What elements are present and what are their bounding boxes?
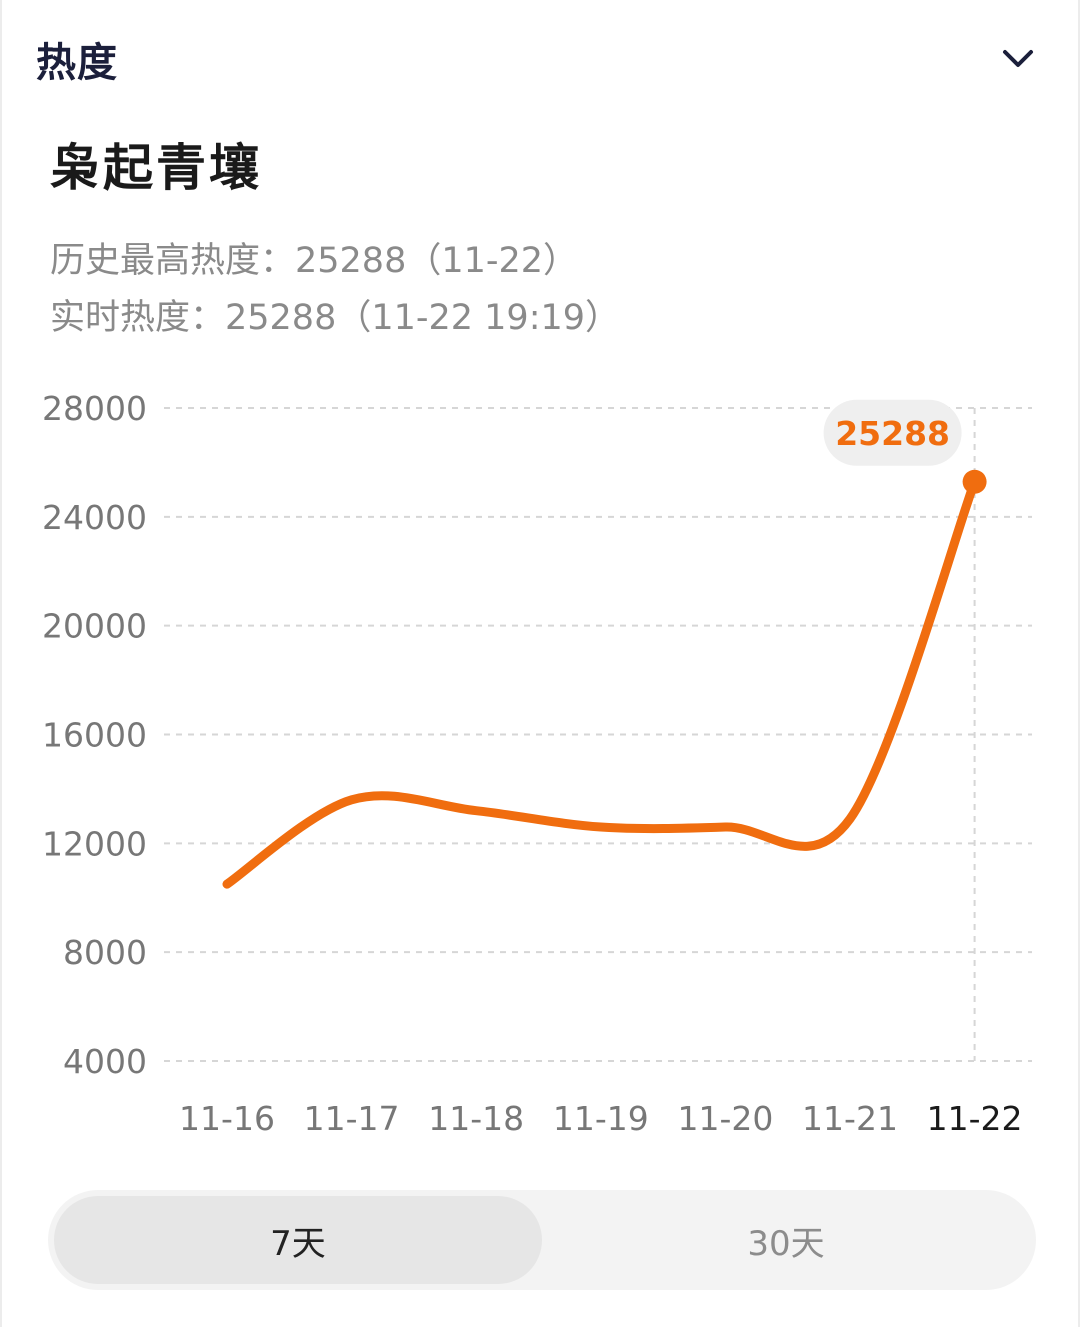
y-tick-label: 16000 <box>42 716 147 755</box>
x-tick-label: 11-22 <box>927 1099 1023 1138</box>
y-tick-label: 28000 <box>42 389 147 428</box>
tab-30-days[interactable]: 30天 <box>747 1223 825 1264</box>
realtime-heat: 实时热度：25288（11-22 19:19） <box>50 298 621 338</box>
series-line <box>222 477 980 889</box>
x-tick-label: 11-19 <box>553 1099 649 1138</box>
x-tick-label: 11-17 <box>304 1099 400 1138</box>
topic-title: 枭起青壤 <box>50 139 262 197</box>
collapse-button[interactable] <box>998 38 1038 78</box>
value-tooltip <box>823 399 962 466</box>
y-tick-label: 20000 <box>42 607 147 646</box>
y-tick-label: 12000 <box>42 824 147 863</box>
y-tick-label: 8000 <box>63 933 147 972</box>
chevron-down-icon <box>1003 50 1033 67</box>
history-max-heat: 历史最高热度：25288（11-22） <box>50 241 579 281</box>
x-tick-label: 11-21 <box>802 1099 898 1138</box>
y-tick-label: 24000 <box>42 498 147 537</box>
x-tick-label: 11-16 <box>179 1099 275 1138</box>
value-tooltip-label: 25288 <box>835 414 950 453</box>
y-tick-label: 4000 <box>63 1042 147 1081</box>
x-tick-label: 11-18 <box>428 1099 524 1138</box>
highlight-point <box>962 469 987 494</box>
x-tick-label: 11-20 <box>677 1099 773 1138</box>
heat-line-chart: 4000 8000 12000 16000 20000 24000 28000 11-16 11… <box>42 389 1032 1138</box>
range-tabs: 7天 30天 <box>48 1190 1036 1290</box>
tab-7-days[interactable]: 7天 <box>54 1196 542 1284</box>
section-title: 热度 <box>36 40 118 86</box>
